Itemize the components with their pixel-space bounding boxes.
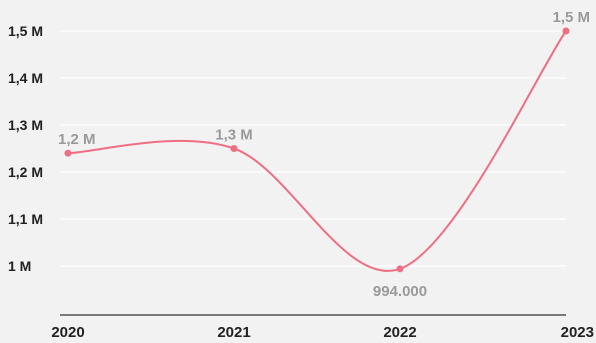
data-point <box>396 265 404 273</box>
x-tick-label: 2022 <box>383 324 416 341</box>
data-point <box>64 149 72 157</box>
data-point <box>562 27 570 35</box>
y-tick-label: 1,5 M <box>8 23 43 39</box>
x-axis-ticks: 2020 2021 2022 2023 <box>51 324 594 341</box>
data-label: 1,2 M <box>58 131 96 148</box>
y-tick-label: 1,4 M <box>8 70 43 86</box>
y-axis-ticks: 1 M 1,1 M 1,2 M 1,3 M 1,4 M 1,5 M <box>8 23 43 274</box>
gridlines <box>60 30 566 267</box>
data-labels: 1,2 M 1,3 M 994.000 1,5 M <box>58 9 590 300</box>
data-label: 1,5 M <box>552 9 590 26</box>
x-tick-label: 2021 <box>217 324 250 341</box>
data-point <box>230 145 238 152</box>
x-tick-label: 2023 <box>561 324 594 341</box>
y-tick-label: 1,1 M <box>8 211 43 227</box>
series-line <box>67 30 567 272</box>
data-label: 994.000 <box>373 283 427 300</box>
series-group <box>64 27 570 273</box>
y-tick-label: 1,3 M <box>8 117 43 133</box>
data-label: 1,3 M <box>215 127 253 144</box>
y-tick-label: 1 M <box>8 258 31 274</box>
x-tick-label: 2020 <box>51 324 84 341</box>
y-tick-label: 1,2 M <box>8 164 43 180</box>
